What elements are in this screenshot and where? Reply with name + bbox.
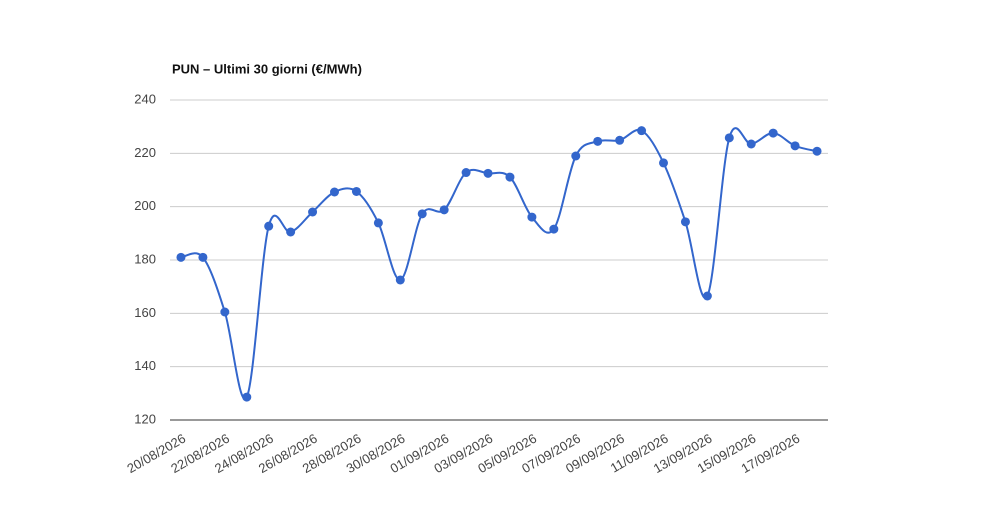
series-line: [180, 127, 818, 400]
data-point: [659, 158, 668, 168]
y-tick-label: 160: [134, 305, 156, 320]
data-point: [527, 212, 537, 222]
data-point: [439, 205, 449, 215]
y-tick-label: 120: [134, 411, 156, 426]
data-point: [505, 172, 515, 182]
data-point: [637, 126, 647, 136]
data-point: [351, 186, 361, 196]
data-point: [549, 224, 559, 234]
data-point: [724, 133, 734, 143]
chart-title: PUN – Ultimi 30 giorni (€/MWh): [172, 61, 362, 76]
y-tick-label: 140: [134, 358, 156, 373]
data-point: [461, 168, 471, 178]
data-point: [286, 227, 296, 237]
data-point: [308, 207, 318, 217]
data-point: [615, 135, 625, 145]
data-point: [571, 151, 581, 161]
data-point: [768, 128, 778, 138]
data-point: [198, 252, 208, 262]
y-tick-label: 220: [134, 145, 156, 160]
y-tick-label: 240: [134, 91, 156, 106]
data-point: [417, 209, 427, 219]
data-point: [680, 217, 690, 227]
data-point: [264, 221, 274, 231]
data-point: [330, 187, 339, 197]
data-point: [746, 139, 756, 149]
y-tick-label: 180: [134, 251, 156, 266]
data-point: [790, 141, 800, 151]
data-point: [812, 146, 822, 156]
data-point: [242, 392, 252, 402]
data-point: [395, 275, 405, 285]
data-point: [176, 252, 186, 262]
data-point: [483, 168, 493, 178]
data-point: [593, 136, 603, 146]
y-tick-label: 200: [134, 198, 156, 213]
data-point: [373, 218, 383, 228]
data-point: [220, 307, 230, 317]
data-point: [702, 291, 712, 301]
